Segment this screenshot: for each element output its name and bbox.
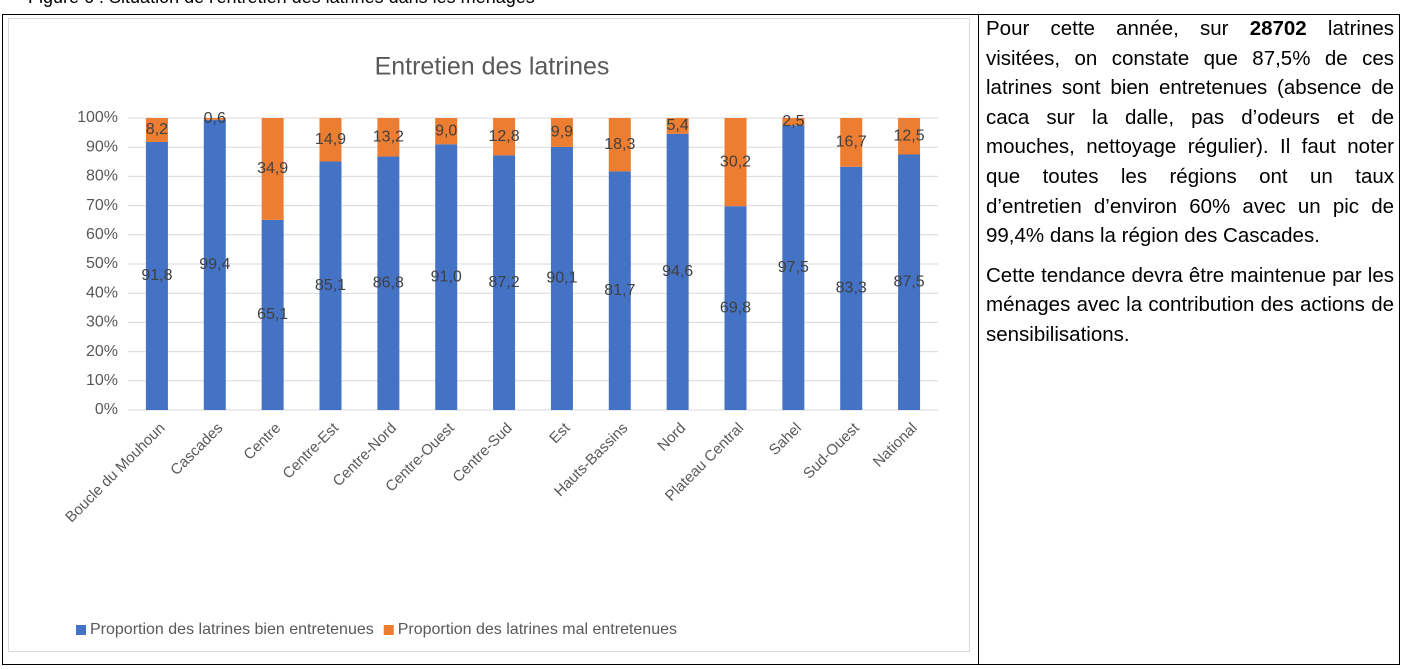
bar-segment — [782, 118, 805, 126]
bar-segment — [898, 118, 921, 155]
paragraph: Pour cette année, sur 28702 latrines vis… — [986, 14, 1394, 251]
bar-segment — [377, 118, 400, 157]
data-label: 85,1 — [315, 277, 346, 294]
data-label: 99,4 — [199, 256, 230, 273]
bar-segment — [724, 118, 747, 207]
bar-segment — [493, 118, 516, 156]
data-label: 81,7 — [604, 282, 635, 299]
chart-frame — [8, 18, 970, 652]
data-label: 5,4 — [667, 117, 689, 134]
bold-number: 28702 — [1249, 17, 1307, 40]
bar-segment — [608, 171, 631, 410]
y-tick-label: 0% — [95, 401, 118, 418]
data-label: 8,2 — [146, 121, 168, 138]
data-label: 91,0 — [431, 268, 462, 285]
y-tick-label: 10% — [86, 372, 118, 389]
bar-segment — [898, 154, 921, 410]
legend-swatch — [76, 625, 86, 635]
y-tick-label: 80% — [86, 168, 118, 185]
y-tick-label: 30% — [86, 314, 118, 331]
bar-segment — [377, 156, 400, 410]
bar-segment — [319, 118, 342, 162]
data-label: 97,5 — [778, 259, 809, 276]
bar-segment — [666, 133, 689, 410]
y-tick-label: 60% — [86, 226, 118, 243]
data-label: 16,7 — [836, 134, 867, 151]
data-label: 14,9 — [315, 131, 346, 148]
y-tick-label: 100% — [77, 109, 118, 126]
figure-caption: Figure 6 : Situation de l'entretien des … — [28, 0, 535, 8]
bar-segment — [493, 155, 516, 410]
bar-segment — [203, 118, 226, 120]
text: latrines visitées, on constate que 87,5%… — [986, 17, 1395, 248]
bar-segment — [608, 118, 631, 172]
y-tick-label: 70% — [86, 197, 118, 214]
bar-segment — [203, 119, 226, 410]
data-label: 34,9 — [257, 160, 288, 177]
text: Pour cette année, sur — [986, 17, 1229, 40]
legend-label: Proportion des latrines mal entretenues — [398, 621, 677, 638]
data-label: 87,2 — [489, 274, 520, 291]
y-tick-label: 90% — [86, 138, 118, 155]
bar-segment — [145, 141, 168, 410]
data-label: 83,3 — [836, 280, 867, 297]
y-tick-label: 40% — [86, 284, 118, 301]
bar-segment — [840, 118, 863, 167]
data-label: 0,6 — [204, 110, 226, 127]
data-label: 86,8 — [373, 274, 404, 291]
data-label: 65,1 — [257, 306, 288, 323]
text-column: Pour cette année, sur 28702 latrines vis… — [986, 14, 1394, 360]
data-label: 9,9 — [551, 124, 573, 141]
y-tick-label: 20% — [86, 343, 118, 360]
bar-segment — [261, 118, 284, 220]
legend-swatch — [383, 625, 394, 635]
data-label: 30,2 — [720, 153, 751, 170]
bar-segment — [550, 146, 573, 410]
bar-segment — [724, 206, 747, 410]
data-label: 12,5 — [894, 127, 925, 144]
bar-segment — [550, 118, 573, 147]
chart-title: Entretien des latrines — [375, 53, 610, 81]
bar-segment — [261, 219, 284, 410]
data-label: 12,8 — [489, 128, 520, 145]
data-label: 69,8 — [720, 299, 751, 316]
bar-segment — [782, 125, 805, 411]
chart: Entretien des latrines 0% 10% 20% 30% 40% 50%… — [8, 18, 970, 652]
data-label: 2,5 — [782, 113, 804, 130]
data-label: 13,2 — [373, 128, 404, 145]
table-divider — [978, 14, 979, 665]
data-label: 87,5 — [894, 273, 925, 290]
data-label: 94,6 — [662, 263, 693, 280]
y-tick-label: 50% — [86, 255, 118, 272]
bar-segment — [145, 118, 168, 142]
bar-segment — [435, 144, 458, 410]
legend-label: Proportion des latrines bien entretenues — [90, 621, 374, 638]
paragraph: Cette tendance devra être maintenue par … — [986, 263, 1394, 346]
data-label: 18,3 — [604, 136, 635, 153]
bar-segment — [840, 166, 863, 410]
data-label: 9,0 — [435, 122, 457, 139]
bar-segment — [435, 118, 458, 145]
data-label: 91,8 — [141, 267, 172, 284]
data-label: 90,1 — [546, 270, 577, 287]
bar-segment — [319, 161, 342, 410]
table-frame — [2, 14, 1400, 665]
bar-segment — [666, 118, 689, 134]
